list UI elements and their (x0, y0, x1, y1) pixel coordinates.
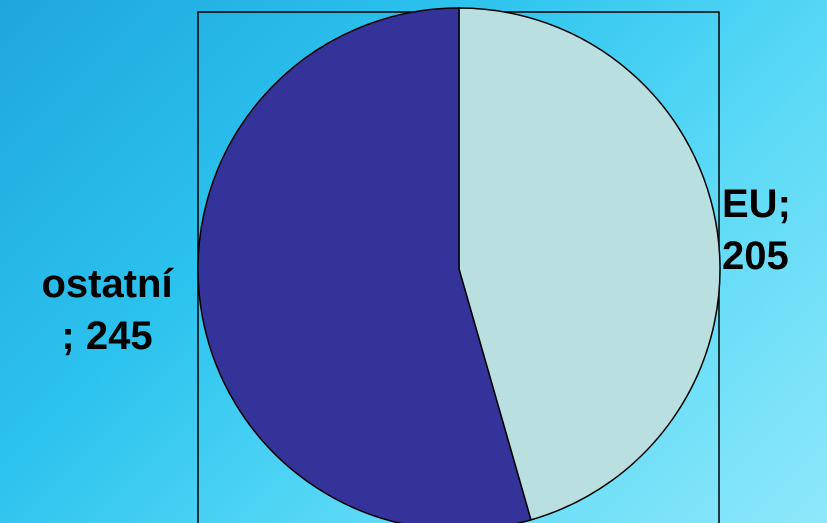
data-label-eu: EU; 205 (722, 182, 791, 278)
pie-slice-eu (458, 7, 721, 521)
pie-slices (197, 7, 721, 523)
pie-slice-ostatn- (197, 7, 532, 523)
data-label-ostatni: ostatní ; 245 (41, 262, 173, 358)
